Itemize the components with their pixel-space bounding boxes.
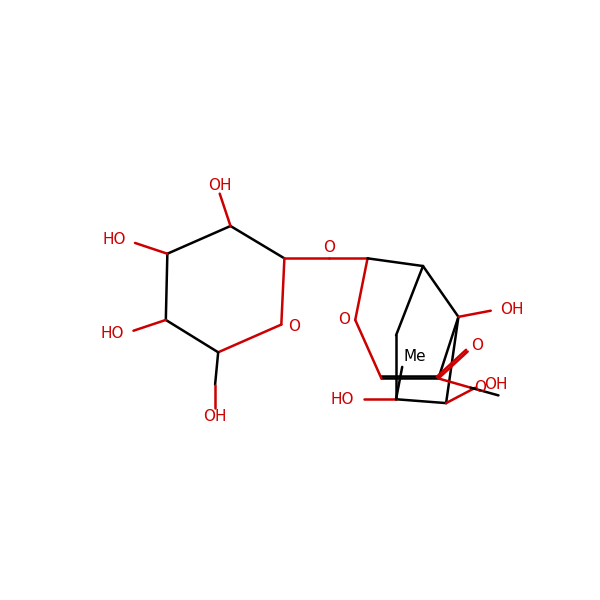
Text: O: O: [287, 319, 299, 334]
Text: OH: OH: [208, 178, 232, 193]
Text: O: O: [338, 313, 350, 328]
Text: O: O: [471, 338, 483, 353]
Text: Me: Me: [404, 349, 427, 364]
Text: O: O: [323, 240, 335, 255]
Text: OH: OH: [485, 377, 508, 392]
Text: HO: HO: [331, 392, 355, 407]
Text: O: O: [474, 380, 486, 395]
Text: OH: OH: [203, 409, 227, 424]
Text: HO: HO: [101, 326, 124, 341]
Text: OH: OH: [500, 302, 523, 317]
Text: HO: HO: [102, 232, 126, 247]
